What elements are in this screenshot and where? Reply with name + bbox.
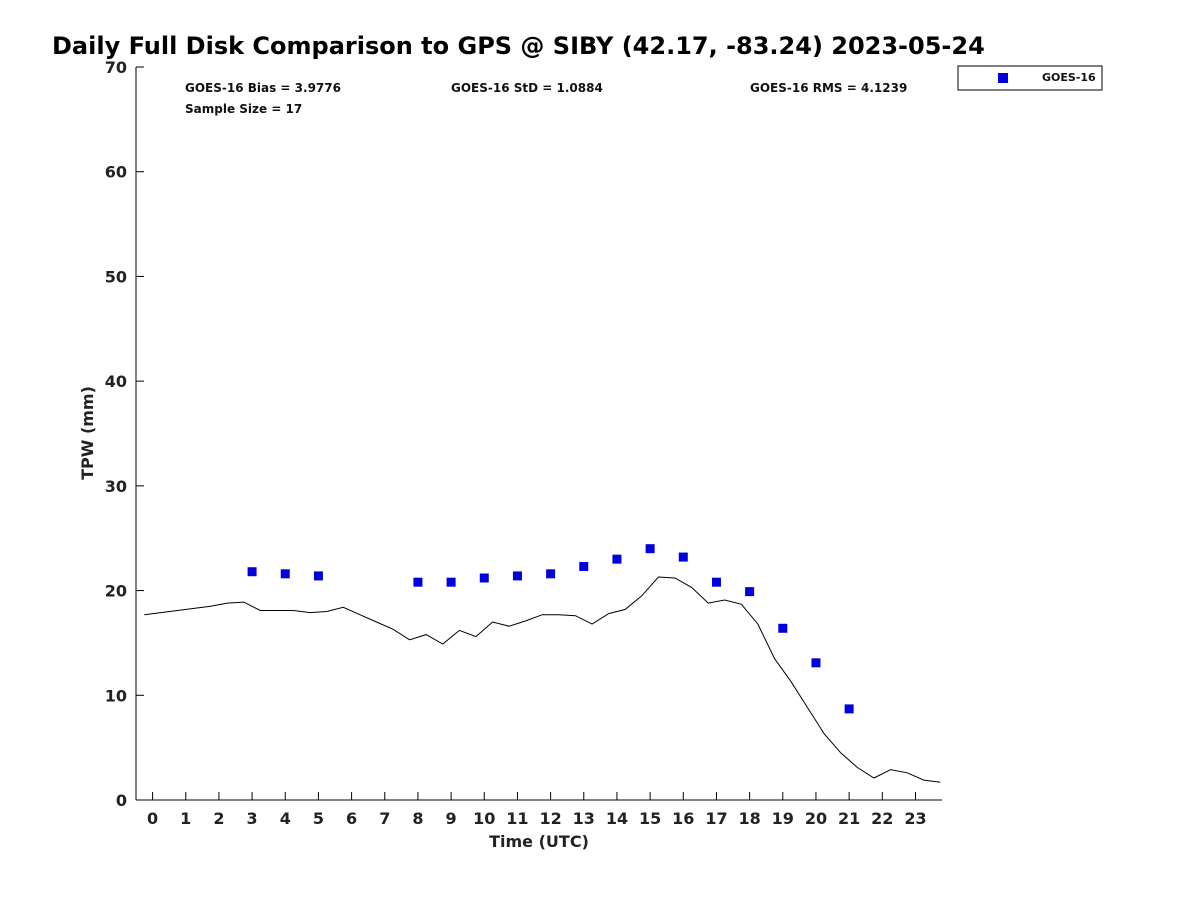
goes16-point xyxy=(280,569,290,579)
goes16-point xyxy=(678,552,688,562)
y-tick-label: 50 xyxy=(105,267,127,286)
goes16-point xyxy=(645,544,655,554)
legend: GOES-16 xyxy=(957,65,1103,91)
x-tick-label: 23 xyxy=(904,809,926,828)
x-tick-label: 5 xyxy=(313,809,324,828)
x-tick-label: 15 xyxy=(639,809,661,828)
y-tick-label: 70 xyxy=(105,58,127,77)
goes16-point xyxy=(546,569,556,579)
x-tick-label: 18 xyxy=(738,809,760,828)
y-tick-label: 20 xyxy=(105,582,127,601)
x-tick-label: 7 xyxy=(379,809,390,828)
y-ticks: 0 10 20 30 40 50 60 70 xyxy=(105,58,144,810)
legend-box xyxy=(957,65,1103,91)
x-tick-label: 22 xyxy=(871,809,893,828)
goes16-point xyxy=(579,561,589,571)
goes16-point xyxy=(844,704,854,714)
x-tick-label: 0 xyxy=(147,809,158,828)
chart-title: Daily Full Disk Comparison to GPS @ SIBY… xyxy=(52,32,985,60)
x-tick-label: 17 xyxy=(705,809,727,828)
goes16-point xyxy=(745,587,755,597)
y-tick-label: 30 xyxy=(105,477,127,496)
legend-marker-goes16 xyxy=(998,73,1008,83)
legend-label-goes16: GOES-16 xyxy=(1042,71,1096,84)
goes16-point xyxy=(711,577,721,587)
goes16-point xyxy=(512,571,522,581)
gps-tpw-line xyxy=(144,576,941,783)
goes16-point xyxy=(479,573,489,583)
y-tick-label: 0 xyxy=(116,791,127,810)
x-tick-label: 12 xyxy=(539,809,561,828)
x-tick-label: 9 xyxy=(446,809,457,828)
x-tick-label: 6 xyxy=(346,809,357,828)
x-tick-label: 1 xyxy=(180,809,191,828)
x-tick-label: 20 xyxy=(805,809,827,828)
x-tick-label: 11 xyxy=(506,809,528,828)
y-tick-label: 60 xyxy=(105,163,127,182)
x-tick-label: 13 xyxy=(573,809,595,828)
goes16-point xyxy=(778,623,788,633)
x-tick-label: 3 xyxy=(247,809,258,828)
stat-rms: GOES-16 RMS = 4.1239 xyxy=(750,81,907,95)
x-tick-label: 16 xyxy=(672,809,694,828)
gps-line-group xyxy=(144,576,941,783)
x-tick-label: 10 xyxy=(473,809,495,828)
stat-bias: GOES-16 Bias = 3.9776 xyxy=(185,81,341,95)
goes16-point xyxy=(413,577,423,587)
x-tick-label: 14 xyxy=(606,809,628,828)
x-axis-label: Time (UTC) xyxy=(489,832,589,851)
x-tick-label: 8 xyxy=(412,809,423,828)
y-tick-label: 10 xyxy=(105,686,127,705)
goes16-point xyxy=(612,554,622,564)
x-tick-label: 19 xyxy=(772,809,794,828)
stat-sample-size: Sample Size = 17 xyxy=(185,102,302,116)
goes16-point xyxy=(247,567,257,577)
stat-std: GOES-16 StD = 1.0884 xyxy=(451,81,603,95)
y-axis-label: TPW (mm) xyxy=(78,386,97,480)
x-tick-label: 4 xyxy=(280,809,291,828)
goes16-points-group xyxy=(247,544,854,714)
goes16-point xyxy=(313,571,323,581)
x-ticks: 0 1 2 3 4 5 6 7 8 9 10 11 12 13 14 15 16 17 18 19 20 21 22 23 xyxy=(147,792,927,828)
y-tick-label: 40 xyxy=(105,372,127,391)
x-tick-label: 2 xyxy=(213,809,224,828)
x-tick-label: 21 xyxy=(838,809,860,828)
goes16-point xyxy=(811,658,821,668)
goes16-point xyxy=(446,577,456,587)
